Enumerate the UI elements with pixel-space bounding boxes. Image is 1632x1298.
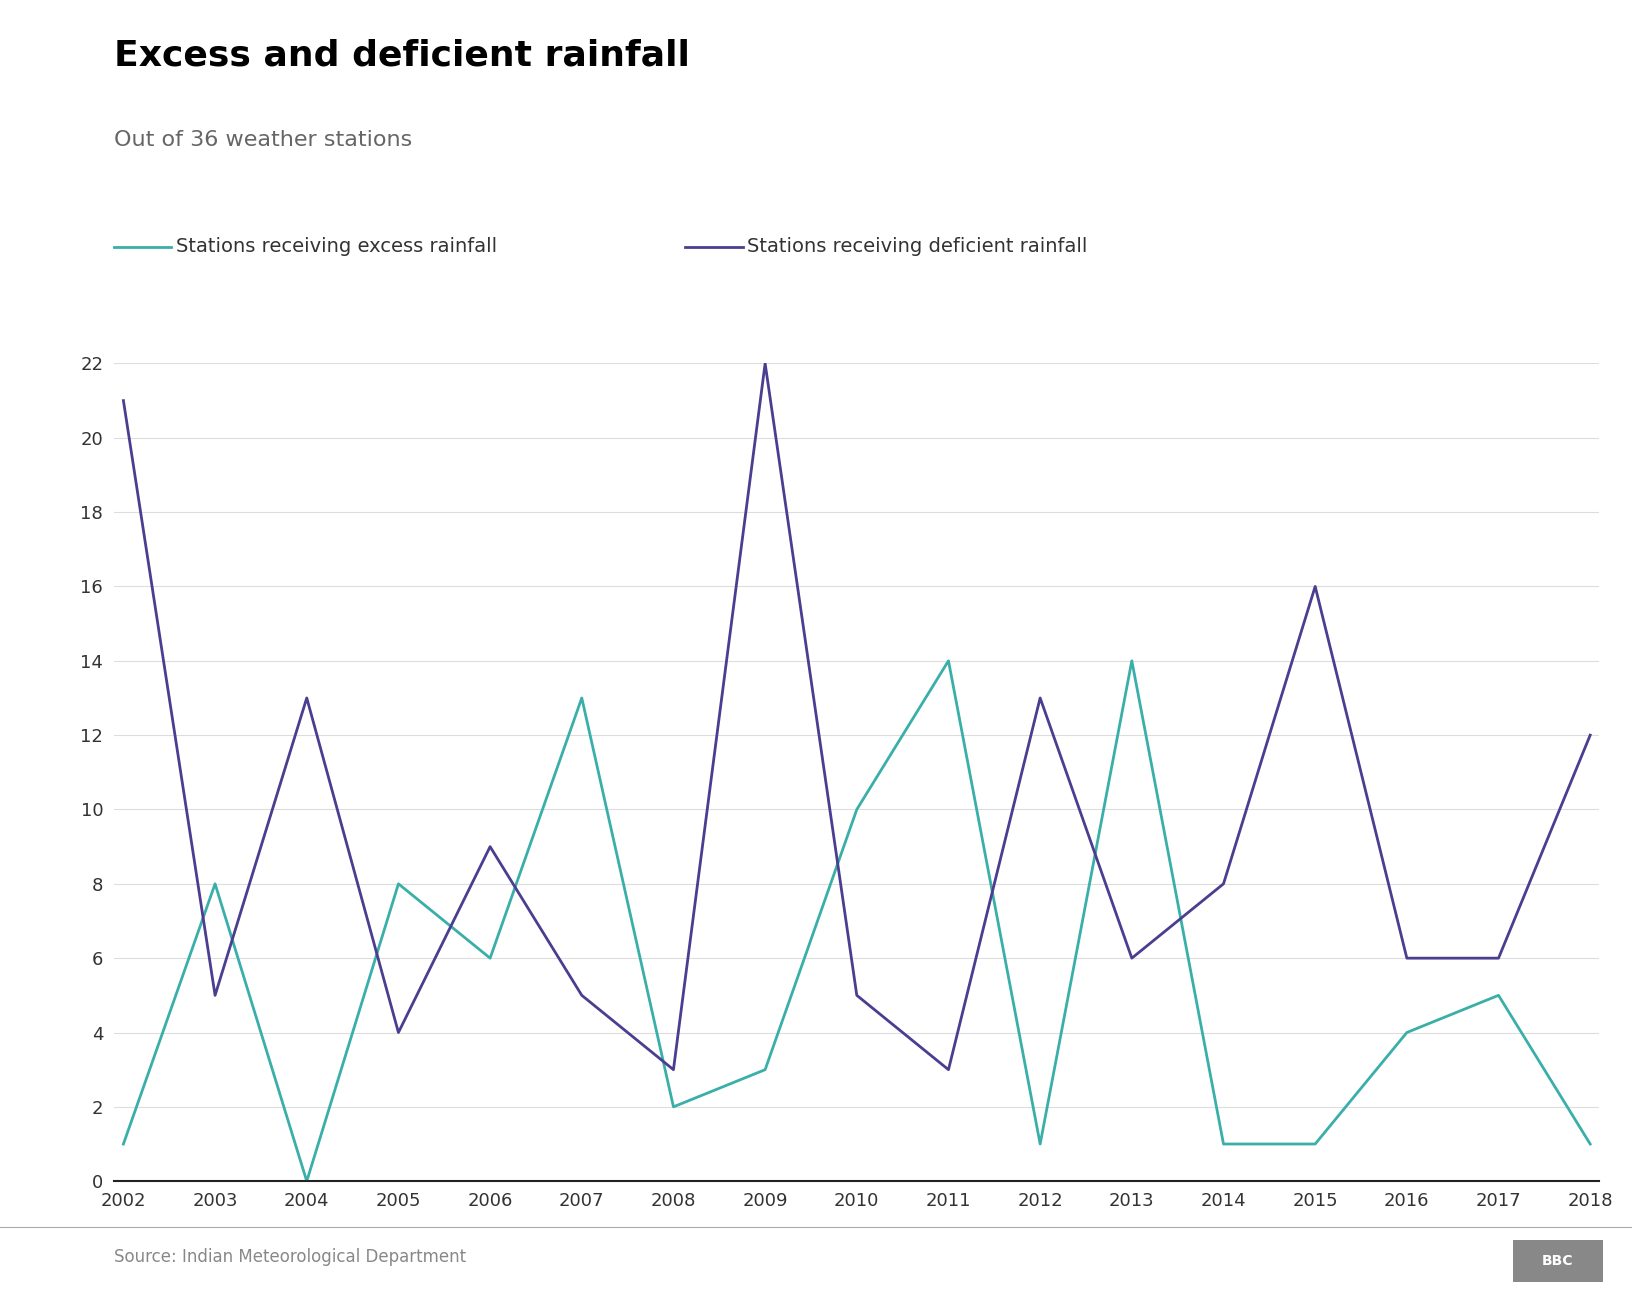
Stations receiving excess rainfall: [1123, 653, 1142, 668]
Stations receiving deficient rainfall: [206, 988, 225, 1003]
Text: Out of 36 weather stations: Out of 36 weather stations: [114, 130, 413, 149]
Stations receiving excess rainfall: [1214, 1136, 1234, 1151]
Stations receiving excess rainfall: [297, 1173, 317, 1189]
Stations receiving excess rainfall: [480, 950, 499, 966]
Stations receiving deficient rainfall: [1214, 876, 1234, 892]
Stations receiving excess rainfall: [664, 1099, 684, 1115]
Stations receiving deficient rainfall: [571, 988, 591, 1003]
Stations receiving excess rainfall: [938, 653, 958, 668]
Stations receiving excess rainfall: [114, 1136, 134, 1151]
Stations receiving deficient rainfall: [1488, 950, 1508, 966]
Stations receiving excess rainfall: [388, 876, 408, 892]
Stations receiving deficient rainfall: [297, 691, 317, 706]
Stations receiving deficient rainfall: [1123, 950, 1142, 966]
Stations receiving deficient rainfall: [114, 393, 134, 409]
Stations receiving deficient rainfall: [1030, 691, 1049, 706]
Stations receiving excess rainfall: [1030, 1136, 1049, 1151]
Stations receiving deficient rainfall: [480, 839, 499, 854]
Line: Stations receiving deficient rainfall: Stations receiving deficient rainfall: [124, 363, 1590, 1070]
Stations receiving excess rainfall: [1397, 1024, 1417, 1040]
Line: Stations receiving excess rainfall: Stations receiving excess rainfall: [124, 661, 1590, 1181]
Text: Source: Indian Meteorological Department: Source: Indian Meteorological Department: [114, 1247, 467, 1266]
Text: Excess and deficient rainfall: Excess and deficient rainfall: [114, 39, 690, 73]
Stations receiving excess rainfall: [1488, 988, 1508, 1003]
Stations receiving excess rainfall: [1580, 1136, 1599, 1151]
Stations receiving deficient rainfall: [938, 1062, 958, 1077]
Stations receiving deficient rainfall: [1580, 727, 1599, 742]
Stations receiving excess rainfall: [756, 1062, 775, 1077]
Text: BBC: BBC: [1542, 1254, 1573, 1268]
Stations receiving deficient rainfall: [756, 356, 775, 371]
Stations receiving excess rainfall: [206, 876, 225, 892]
Stations receiving excess rainfall: [571, 691, 591, 706]
Stations receiving excess rainfall: [1306, 1136, 1325, 1151]
Stations receiving deficient rainfall: [1397, 950, 1417, 966]
Stations receiving deficient rainfall: [847, 988, 867, 1003]
Stations receiving deficient rainfall: [1306, 579, 1325, 594]
Text: Stations receiving deficient rainfall: Stations receiving deficient rainfall: [747, 238, 1089, 256]
Stations receiving deficient rainfall: [388, 1024, 408, 1040]
Text: Stations receiving excess rainfall: Stations receiving excess rainfall: [176, 238, 498, 256]
Stations receiving excess rainfall: [847, 802, 867, 818]
Stations receiving deficient rainfall: [664, 1062, 684, 1077]
